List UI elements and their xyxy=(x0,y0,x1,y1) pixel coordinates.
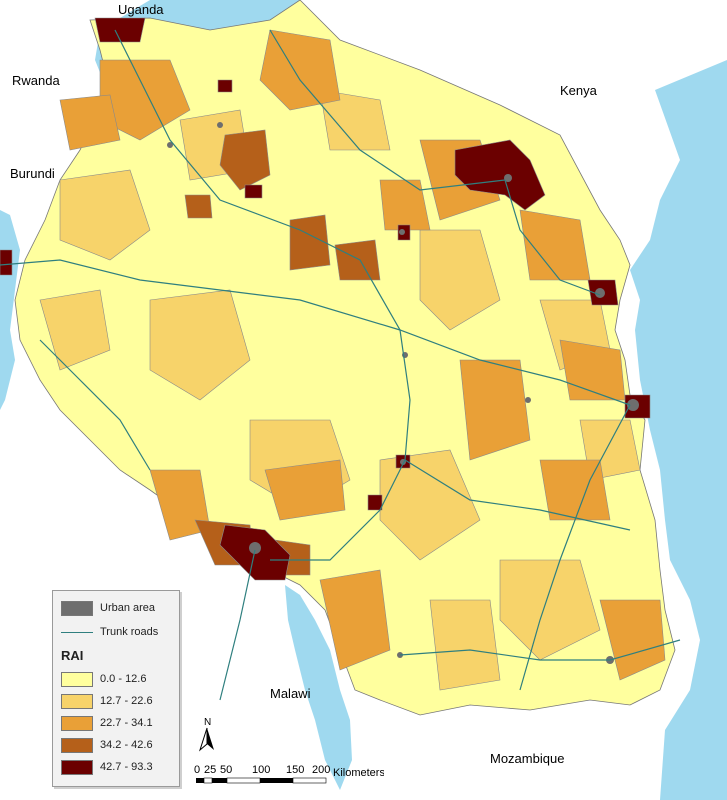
scale-bar: 0 25 50 100 150 200 Kilometers xyxy=(194,762,385,796)
legend-class-row: 22.7 - 34.1 xyxy=(61,715,153,731)
north-label: N xyxy=(204,717,211,728)
label-mozambique: Mozambique xyxy=(490,751,564,766)
label-rwanda: Rwanda xyxy=(12,73,60,88)
legend-urban-label: Urban area xyxy=(100,602,156,614)
scale-tick: 25 xyxy=(204,764,216,776)
scale-tick: 50 xyxy=(220,764,232,776)
legend-roads-row: Trunk roads xyxy=(61,624,158,640)
trunk-roads xyxy=(0,29,681,701)
legend-class-label: 34.2 - 42.6 xyxy=(100,739,153,751)
class5-swatch xyxy=(61,759,93,775)
legend-class-row: 34.2 - 42.6 xyxy=(61,737,153,753)
legend-title: RAI xyxy=(61,648,84,663)
districts-class5 xyxy=(0,17,651,581)
indian-ocean xyxy=(630,60,727,800)
legend-class-row: 42.7 - 93.3 xyxy=(61,759,153,775)
label-uganda: Uganda xyxy=(118,2,164,17)
legend-class-label: 12.7 - 22.6 xyxy=(100,695,153,707)
class4-swatch xyxy=(61,737,93,753)
lake-malawi xyxy=(285,585,352,790)
roads-swatch xyxy=(61,625,93,640)
scale-tick: 150 xyxy=(286,764,304,776)
class3-swatch xyxy=(61,715,93,731)
legend-class-label: 0.0 - 12.6 xyxy=(100,673,147,685)
map-legend: Urban area Trunk roads RAI 0.0 - 12.6 12… xyxy=(52,590,180,787)
label-burundi: Burundi xyxy=(10,166,55,181)
legend-roads-label: Trunk roads xyxy=(100,626,159,638)
scale-tick: 0 xyxy=(194,764,200,776)
legend-class-row: 0.0 - 12.6 xyxy=(61,671,146,687)
class1-swatch xyxy=(61,671,93,687)
label-malawi: Malawi xyxy=(270,686,311,701)
class2-swatch xyxy=(61,693,93,709)
urban-swatch xyxy=(61,600,93,616)
north-arrow: N xyxy=(198,717,214,752)
legend-urban-row: Urban area xyxy=(61,600,155,616)
scale-bar-graphic: 0 25 50 100 150 200 Kilometers xyxy=(194,764,385,784)
legend-class-label: 22.7 - 34.1 xyxy=(100,717,153,729)
legend-class-label: 42.7 - 93.3 xyxy=(100,761,153,773)
scale-tick: 100 xyxy=(252,764,270,776)
urban-areas xyxy=(167,122,639,664)
scale-tick: 200 xyxy=(312,764,330,776)
scale-unit: Kilometers xyxy=(333,767,384,779)
legend-class-row: 12.7 - 22.6 xyxy=(61,693,153,709)
label-kenya: Kenya xyxy=(560,83,598,98)
